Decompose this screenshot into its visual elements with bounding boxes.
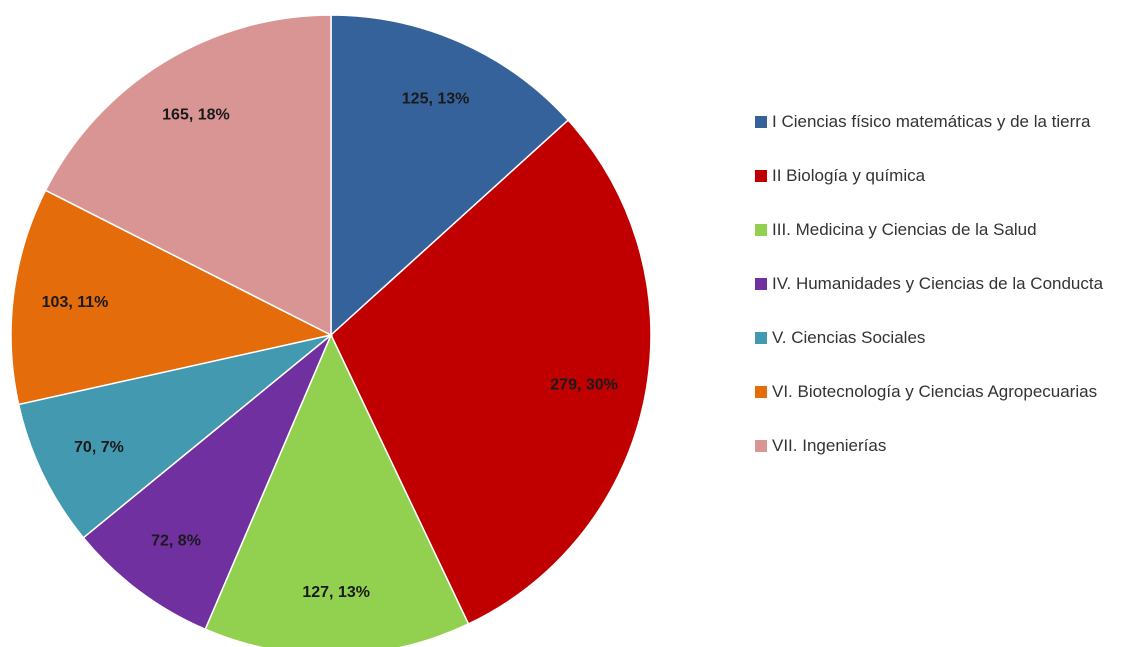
pie-slice xyxy=(330,119,652,625)
legend: I Ciencias físico matemáticas y de la ti… xyxy=(755,110,1125,488)
legend-label: VII. Ingenierías xyxy=(772,436,887,455)
legend-label: III. Medicina y Ciencias de la Salud xyxy=(772,220,1037,239)
pie-slice xyxy=(17,334,332,539)
legend-item: II Biología y química xyxy=(755,164,1125,218)
legend-item: I Ciencias físico matemáticas y de la ti… xyxy=(755,110,1125,164)
data-label: 70, 7% xyxy=(74,439,124,456)
legend-swatch xyxy=(755,440,767,452)
pie-slice xyxy=(82,334,332,631)
legend-swatch xyxy=(755,278,767,290)
legend-swatch xyxy=(755,386,767,398)
pie-slice xyxy=(44,14,332,337)
legend-label: II Biología y química xyxy=(772,166,926,185)
legend-item: IV. Humanidades y Ciencias de la Conduct… xyxy=(755,272,1125,326)
pie-slice xyxy=(330,14,570,337)
data-label: 72, 8% xyxy=(151,532,201,549)
legend-swatch xyxy=(755,116,767,128)
legend-item: III. Medicina y Ciencias de la Salud xyxy=(755,218,1125,272)
legend-item: VII. Ingenierías xyxy=(755,434,1125,488)
legend-label: I Ciencias físico matemáticas y de la ti… xyxy=(772,112,1091,131)
pie-slice xyxy=(204,333,470,647)
legend-swatch xyxy=(755,332,767,344)
data-label: 127, 13% xyxy=(302,584,370,601)
data-label: 165, 18% xyxy=(162,106,230,123)
data-label: 103, 11% xyxy=(42,294,109,311)
pie-slice xyxy=(10,189,334,406)
legend-item: V. Ciencias Sociales xyxy=(755,326,1125,380)
data-label: 125, 13% xyxy=(402,90,470,107)
legend-swatch xyxy=(755,224,767,236)
data-label: 279, 30% xyxy=(550,376,618,393)
legend-label: V. Ciencias Sociales xyxy=(772,328,926,347)
legend-label: IV. Humanidades y Ciencias de la Conduct… xyxy=(772,274,1104,293)
legend-item: VI. Biotecnología y Ciencias Agropecuari… xyxy=(755,380,1125,434)
legend-label: VI. Biotecnología y Ciencias Agropecuari… xyxy=(772,382,1098,401)
legend-swatch xyxy=(755,170,767,182)
